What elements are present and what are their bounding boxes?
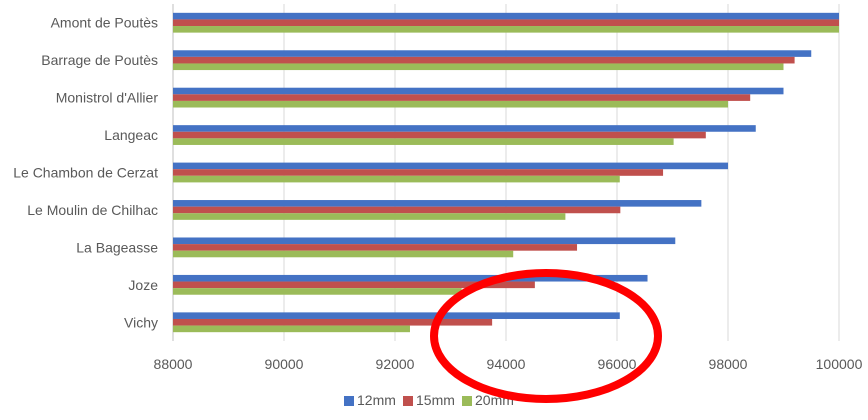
x-tick-label: 98000 — [709, 356, 748, 372]
bar-15mm — [173, 206, 621, 214]
category-label: Le Moulin de Chilhac — [27, 202, 158, 218]
x-tick-label: 88000 — [154, 356, 193, 372]
bar-20mm — [173, 175, 620, 183]
bar-20mm — [173, 288, 462, 295]
legend-swatch-12mm — [344, 396, 354, 406]
bar-12mm — [173, 12, 839, 20]
category-label: La Bageasse — [76, 239, 158, 255]
bar-12mm — [173, 50, 812, 57]
bar-20mm — [173, 325, 410, 333]
legend-label: 12mm — [357, 392, 396, 408]
bar-20mm — [173, 100, 728, 108]
bar-15mm — [173, 56, 795, 64]
bar-12mm — [173, 312, 620, 319]
legend-swatch-20mm — [462, 396, 472, 406]
bar-20mm — [173, 213, 566, 220]
x-tick-labels: 88000 90000 92000 94000 96000 98000 100000 — [154, 356, 863, 372]
category-label: Amont de Poutès — [51, 15, 158, 31]
x-tick-label: 90000 — [265, 356, 304, 372]
bar-20mm — [173, 250, 514, 258]
category-label: Le Chambon de Cerzat — [13, 165, 158, 181]
bars — [173, 12, 839, 333]
bar-12mm — [173, 87, 784, 95]
category-label: Langeac — [104, 127, 158, 143]
bar-15mm — [173, 281, 535, 289]
bar-12mm — [173, 125, 756, 132]
x-tick-label: 92000 — [376, 356, 415, 372]
x-tick-label: 96000 — [598, 356, 637, 372]
category-label: Monistrol d'Allier — [56, 90, 159, 106]
legend-label: 15mm — [416, 392, 455, 408]
bar-15mm — [173, 131, 706, 139]
bar-12mm — [173, 274, 648, 282]
bar-12mm — [173, 200, 702, 207]
category-label: Barrage de Poutès — [41, 52, 158, 68]
bar-12mm — [173, 162, 728, 170]
x-tick-label: 94000 — [487, 356, 526, 372]
annotation-ellipse — [430, 269, 662, 403]
annotation — [430, 269, 662, 403]
legend-swatch-15mm — [403, 396, 413, 406]
bar-20mm — [173, 63, 784, 71]
bar-20mm — [173, 138, 674, 145]
bar-20mm — [173, 26, 839, 33]
category-label: Vichy — [124, 314, 158, 330]
bar-15mm — [173, 19, 839, 27]
x-tick-label: 100000 — [816, 356, 863, 372]
bar-15mm — [173, 318, 493, 326]
category-label: Joze — [128, 277, 158, 293]
bar-15mm — [173, 244, 578, 251]
bar-12mm — [173, 237, 676, 245]
category-labels: Amont de Poutès Barrage de Poutès Monistro… — [13, 15, 158, 331]
bar-15mm — [173, 169, 664, 176]
bar-15mm — [173, 94, 751, 101]
